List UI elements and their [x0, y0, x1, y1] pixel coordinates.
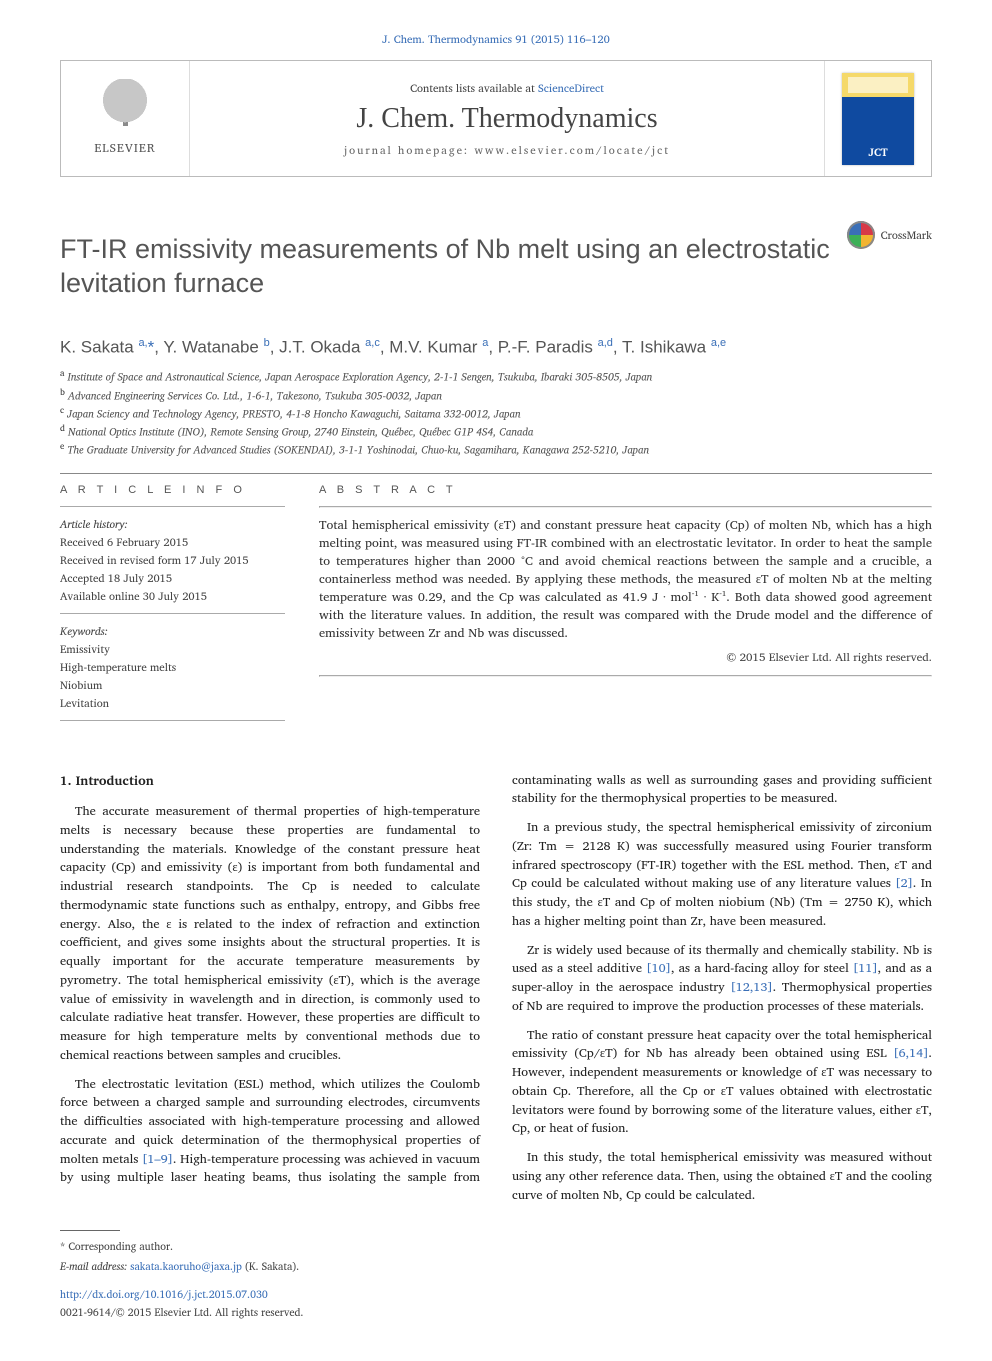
- page: J. Chem. Thermodynamics 91 (2015) 116–12…: [0, 0, 992, 1361]
- info-abstract-row: A R T I C L E I N F O Article history: R…: [60, 484, 932, 729]
- publisher-logo-block: ELSEVIER: [61, 61, 190, 176]
- history-received: Received 6 February 2015: [60, 533, 285, 551]
- citation-link[interactable]: [11]: [853, 958, 878, 978]
- affiliation-d: d National Optics Institute (INO), Remot…: [60, 422, 932, 440]
- divider: [319, 675, 932, 677]
- keyword: Emissivity: [60, 640, 285, 658]
- doi-link[interactable]: http://dx.doi.org/10.1016/j.jct.2015.07.…: [60, 1285, 932, 1303]
- article-info-heading: A R T I C L E I N F O: [60, 484, 285, 496]
- affiliations: a Institute of Space and Astronautical S…: [60, 367, 932, 458]
- journal-masthead: ELSEVIER Contents lists available at Sci…: [60, 60, 932, 177]
- publisher-name: ELSEVIER: [94, 139, 155, 158]
- page-footer: * Corresponding author. E-mail address: …: [60, 1230, 932, 1321]
- article-title: FT-IR emissivity measurements of Nb melt…: [60, 233, 831, 301]
- divider: [60, 613, 285, 614]
- footnote-rule: [60, 1230, 120, 1231]
- homepage-label: journal homepage:: [344, 141, 474, 159]
- paragraph: The accurate measurement of thermal prop…: [60, 802, 480, 1065]
- keyword: Levitation: [60, 694, 285, 712]
- copyright-line: 0021-9614/© 2015 Elsevier Ltd. All right…: [60, 1303, 932, 1321]
- affiliation-d-text: National Optics Institute (INO), Remote …: [68, 423, 533, 441]
- section-title: Introduction: [76, 769, 154, 791]
- keyword: Niobium: [60, 676, 285, 694]
- journal-homepage-line: journal homepage: www.elsevier.com/locat…: [190, 141, 824, 159]
- divider: [60, 473, 932, 474]
- corresponding-author: * Corresponding author.: [60, 1237, 932, 1255]
- sciencedirect-link[interactable]: ScienceDirect: [538, 79, 604, 97]
- divider: [319, 506, 932, 508]
- citation-link[interactable]: [12,13]: [730, 977, 772, 997]
- affiliation-b: b Advanced Engineering Services Co. Ltd.…: [60, 386, 932, 404]
- citation-link[interactable]: [2]: [895, 873, 913, 893]
- history-online: Available online 30 July 2015: [60, 587, 285, 605]
- citation-link[interactable]: [10]: [646, 958, 671, 978]
- divider: [60, 720, 285, 721]
- section-heading: 1. Introduction: [60, 771, 480, 791]
- paragraph: In this study, the total hemispherical e…: [512, 1148, 932, 1204]
- email-paren: (K. Sakata).: [242, 1257, 299, 1275]
- citation-link[interactable]: [1–9]: [142, 1149, 173, 1169]
- homepage-url[interactable]: www.elsevier.com/locate/jct: [474, 141, 670, 159]
- affiliation-e-text: The Graduate University for Advanced Stu…: [67, 441, 649, 459]
- contents-prefix: Contents lists available at: [410, 79, 538, 97]
- crossmark-label: CrossMark: [881, 226, 932, 244]
- article-body: 1. Introduction The accurate measurement…: [60, 771, 932, 1205]
- abstract: A B S T R A C T Total hemispherical emis…: [319, 484, 932, 729]
- masthead-center: Contents lists available at ScienceDirec…: [190, 61, 824, 176]
- journal-cover-icon: [842, 73, 914, 165]
- title-row: FT-IR emissivity measurements of Nb melt…: [60, 215, 932, 319]
- keyword: High-temperature melts: [60, 658, 285, 676]
- keywords-label: Keywords:: [60, 622, 285, 640]
- crossmark-icon: [847, 221, 875, 249]
- history-revised: Received in revised form 17 July 2015: [60, 551, 285, 569]
- author-list: K. Sakata a,*, Y. Watanabe b, J.T. Okada…: [60, 337, 932, 358]
- para-text: The ratio of constant pressure heat capa…: [512, 1025, 932, 1064]
- corresponding-email-line: E-mail address: sakata.kaoruho@jaxa.jp (…: [60, 1257, 932, 1275]
- history-label: Article history:: [60, 515, 285, 533]
- affiliation-c: c Japan Sciency and Technology Agency, P…: [60, 404, 932, 422]
- paragraph: The ratio of constant pressure heat capa…: [512, 1026, 932, 1139]
- para-text: In a previous study, the spectral hemisp…: [512, 817, 932, 893]
- affiliation-e: e The Graduate University for Advanced S…: [60, 440, 932, 458]
- abstract-heading: A B S T R A C T: [319, 484, 932, 496]
- masthead-cover: [824, 61, 931, 176]
- para-text: , as a hard-facing alloy for steel: [671, 958, 853, 978]
- history-accepted: Accepted 18 July 2015: [60, 569, 285, 587]
- affiliation-c-text: Japan Sciency and Technology Agency, PRE…: [67, 404, 520, 422]
- contents-line: Contents lists available at ScienceDirec…: [190, 79, 824, 97]
- divider: [60, 506, 285, 507]
- article-info: A R T I C L E I N F O Article history: R…: [60, 484, 285, 729]
- abstract-body: Total hemispherical emissivity (εT) and …: [319, 516, 932, 643]
- running-citation: J. Chem. Thermodynamics 91 (2015) 116–12…: [60, 30, 932, 48]
- affiliation-a-text: Institute of Space and Astronautical Sci…: [68, 368, 653, 386]
- crossmark-widget[interactable]: CrossMark: [847, 221, 932, 249]
- journal-name: J. Chem. Thermodynamics: [190, 103, 824, 135]
- section-number: 1.: [60, 769, 72, 791]
- abstract-copyright: © 2015 Elsevier Ltd. All rights reserved…: [319, 648, 932, 667]
- email-link[interactable]: sakata.kaoruho@jaxa.jp: [130, 1257, 242, 1275]
- affiliation-a: a Institute of Space and Astronautical S…: [60, 367, 932, 385]
- paragraph: Zr is widely used because of its thermal…: [512, 941, 932, 1016]
- affiliation-b-text: Advanced Engineering Services Co. Ltd., …: [68, 386, 442, 404]
- email-label: E-mail address:: [60, 1257, 130, 1275]
- citation-link[interactable]: [6,14]: [893, 1043, 928, 1063]
- elsevier-tree-icon: [97, 79, 153, 135]
- paragraph: In a previous study, the spectral hemisp…: [512, 818, 932, 931]
